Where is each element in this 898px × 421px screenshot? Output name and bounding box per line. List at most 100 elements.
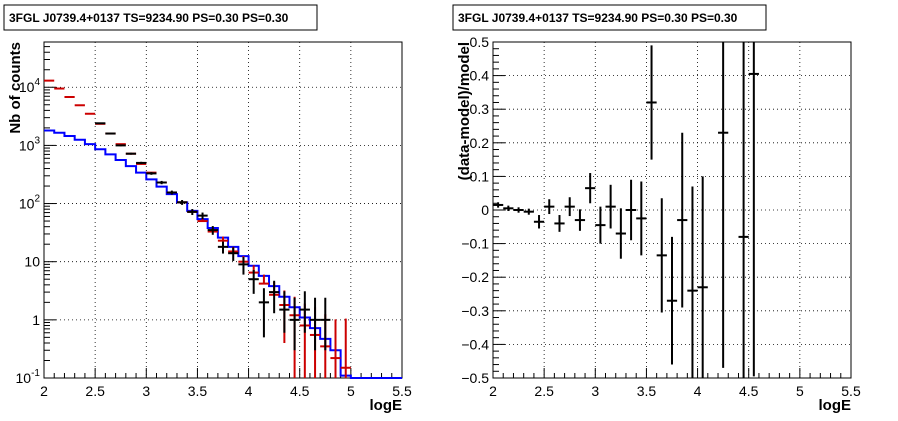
counts-data-point — [289, 297, 300, 351]
residual-x-tick-label: 3.5 — [637, 383, 657, 399]
residual-y-tick-label: −0.1 — [461, 236, 489, 252]
counts-data-point — [166, 190, 177, 195]
counts-data-point — [238, 257, 249, 275]
counts-data-point — [105, 132, 116, 135]
residual-title-box — [452, 4, 767, 31]
residual-y-tick-label: 0.5 — [470, 34, 490, 50]
residual-panel: 3FGL J0739.4+0137 TS=9234.90 PS=0.30 PS=… — [452, 4, 861, 414]
counts-title-box — [3, 4, 318, 31]
residual-data-point — [677, 132, 688, 308]
counts-y-tick-label: 104 — [19, 77, 41, 95]
residual-data-point — [748, 42, 759, 377]
residual-data-point — [646, 45, 657, 160]
residual-x-tick-label: 5 — [796, 383, 804, 399]
residual-y-tick-label: 0.1 — [470, 168, 490, 184]
residual-data-point — [513, 207, 524, 213]
residual-y-tick-label: 0.4 — [470, 68, 490, 84]
counts-data-point — [146, 172, 157, 175]
counts-data-point — [95, 122, 106, 125]
residual-data-point — [738, 42, 749, 378]
counts-data-point — [125, 152, 137, 155]
residual-data-point — [605, 184, 616, 229]
counts-data-point — [207, 226, 218, 235]
counts-data-point — [258, 288, 270, 338]
counts-y-tick-label: 1 — [32, 312, 40, 328]
counts-data-point — [228, 247, 239, 261]
residual-data-point — [666, 236, 678, 365]
counts-data-point — [156, 180, 167, 185]
residual-x-tick-label: 2 — [489, 383, 497, 399]
residual-data-point — [523, 208, 534, 215]
residual-data-point — [625, 179, 637, 241]
counts-y-tick-label: 102 — [19, 194, 41, 212]
residual-data-point — [574, 209, 586, 231]
counts-data-point — [136, 161, 147, 165]
counts-x-tick-label: 3.5 — [188, 383, 208, 399]
counts-x-tick-label: 5.5 — [392, 383, 412, 399]
counts-data-point — [217, 241, 229, 254]
residual-y-tick-label: 0.3 — [470, 101, 490, 117]
counts-data-point — [197, 212, 208, 220]
counts-grid — [44, 42, 402, 378]
counts-data-point — [279, 291, 290, 333]
residual-data-point — [554, 215, 565, 232]
residual-data-point — [697, 176, 708, 378]
counts-data-point — [217, 236, 229, 242]
residual-data-point — [503, 205, 514, 212]
residual-y-tick-label: −0.2 — [461, 269, 489, 285]
residual-series — [493, 42, 759, 378]
residual-y-axis-label: (data-model)/model — [456, 42, 473, 180]
counts-x-tick-label: 4.5 — [290, 383, 310, 399]
counts-y-tick-label: 103 — [19, 135, 41, 153]
counts-y-axis-label: Nb of counts — [7, 42, 24, 134]
counts-title: 3FGL J0739.4+0137 TS=9234.90 PS=0.30 PS=… — [9, 11, 289, 25]
residual-x-tick-label: 4 — [694, 383, 702, 399]
residual-y-tick-label: 0 — [481, 202, 489, 218]
residual-data-point — [533, 215, 545, 229]
counts-data-point — [320, 297, 331, 351]
residual-title: 3FGL J0739.4+0137 TS=9234.90 PS=0.30 PS=… — [458, 11, 738, 25]
counts-x-axis-label: logE — [370, 397, 403, 414]
counts-data-point — [187, 209, 198, 216]
counts-x-tick-label: 2.5 — [85, 383, 105, 399]
counts-plot-frame — [43, 41, 403, 379]
residual-data-point — [656, 198, 667, 313]
counts-panel: 3FGL J0739.4+0137 TS=9234.90 PS=0.30 PS=… — [3, 4, 412, 414]
counts-data-point — [340, 318, 351, 378]
counts-data-point — [258, 274, 270, 285]
residual-data-point — [595, 206, 606, 244]
residual-data-point — [615, 208, 626, 259]
residual-data-point — [636, 181, 647, 256]
residual-data-point — [564, 197, 575, 217]
counts-y-tick-label: 10-1 — [16, 368, 41, 386]
residual-x-tick-label: 5.5 — [841, 383, 861, 399]
residual-data-point — [718, 42, 729, 368]
residual-x-axis-label: logE — [819, 397, 852, 414]
counts-model-histogram — [44, 129, 402, 379]
residual-data-point — [544, 199, 555, 215]
counts-data-point — [176, 200, 188, 205]
counts-data-point — [330, 319, 341, 378]
residual-axis-ticks: 2 2.5 3 3.5 4 4.5 5 5.5 −0.5 −0.4 −0.3 −0.2 −0.1 0 0.1… — [461, 34, 861, 399]
residual-grid — [493, 42, 851, 378]
counts-x-tick-label: 3 — [142, 383, 150, 399]
counts-series — [44, 79, 402, 379]
residual-y-tick-label: 0.2 — [470, 135, 490, 151]
counts-x-tick-label: 4 — [245, 383, 253, 399]
residual-data-point — [585, 173, 596, 204]
residual-x-tick-label: 4.5 — [739, 383, 759, 399]
residual-data-point — [493, 202, 504, 208]
residual-y-tick-label: −0.3 — [461, 303, 489, 319]
counts-data-point — [299, 291, 310, 333]
counts-axis-ticks: 2 2.5 3 3.5 4 4.5 5 5.5 10-1 1 10 102 103 104 — [16, 41, 412, 399]
residual-y-tick-label: −0.4 — [461, 336, 489, 352]
residual-x-tick-label: 3 — [591, 383, 599, 399]
counts-x-tick-label: 5 — [347, 383, 355, 399]
counts-data-point — [248, 269, 259, 294]
residual-y-tick-label: −0.5 — [461, 370, 489, 386]
counts-y-tick-label: 10 — [24, 254, 40, 270]
residual-data-point — [687, 186, 698, 378]
counts-x-tick-label: 2 — [40, 383, 48, 399]
counts-data-point — [269, 280, 280, 314]
